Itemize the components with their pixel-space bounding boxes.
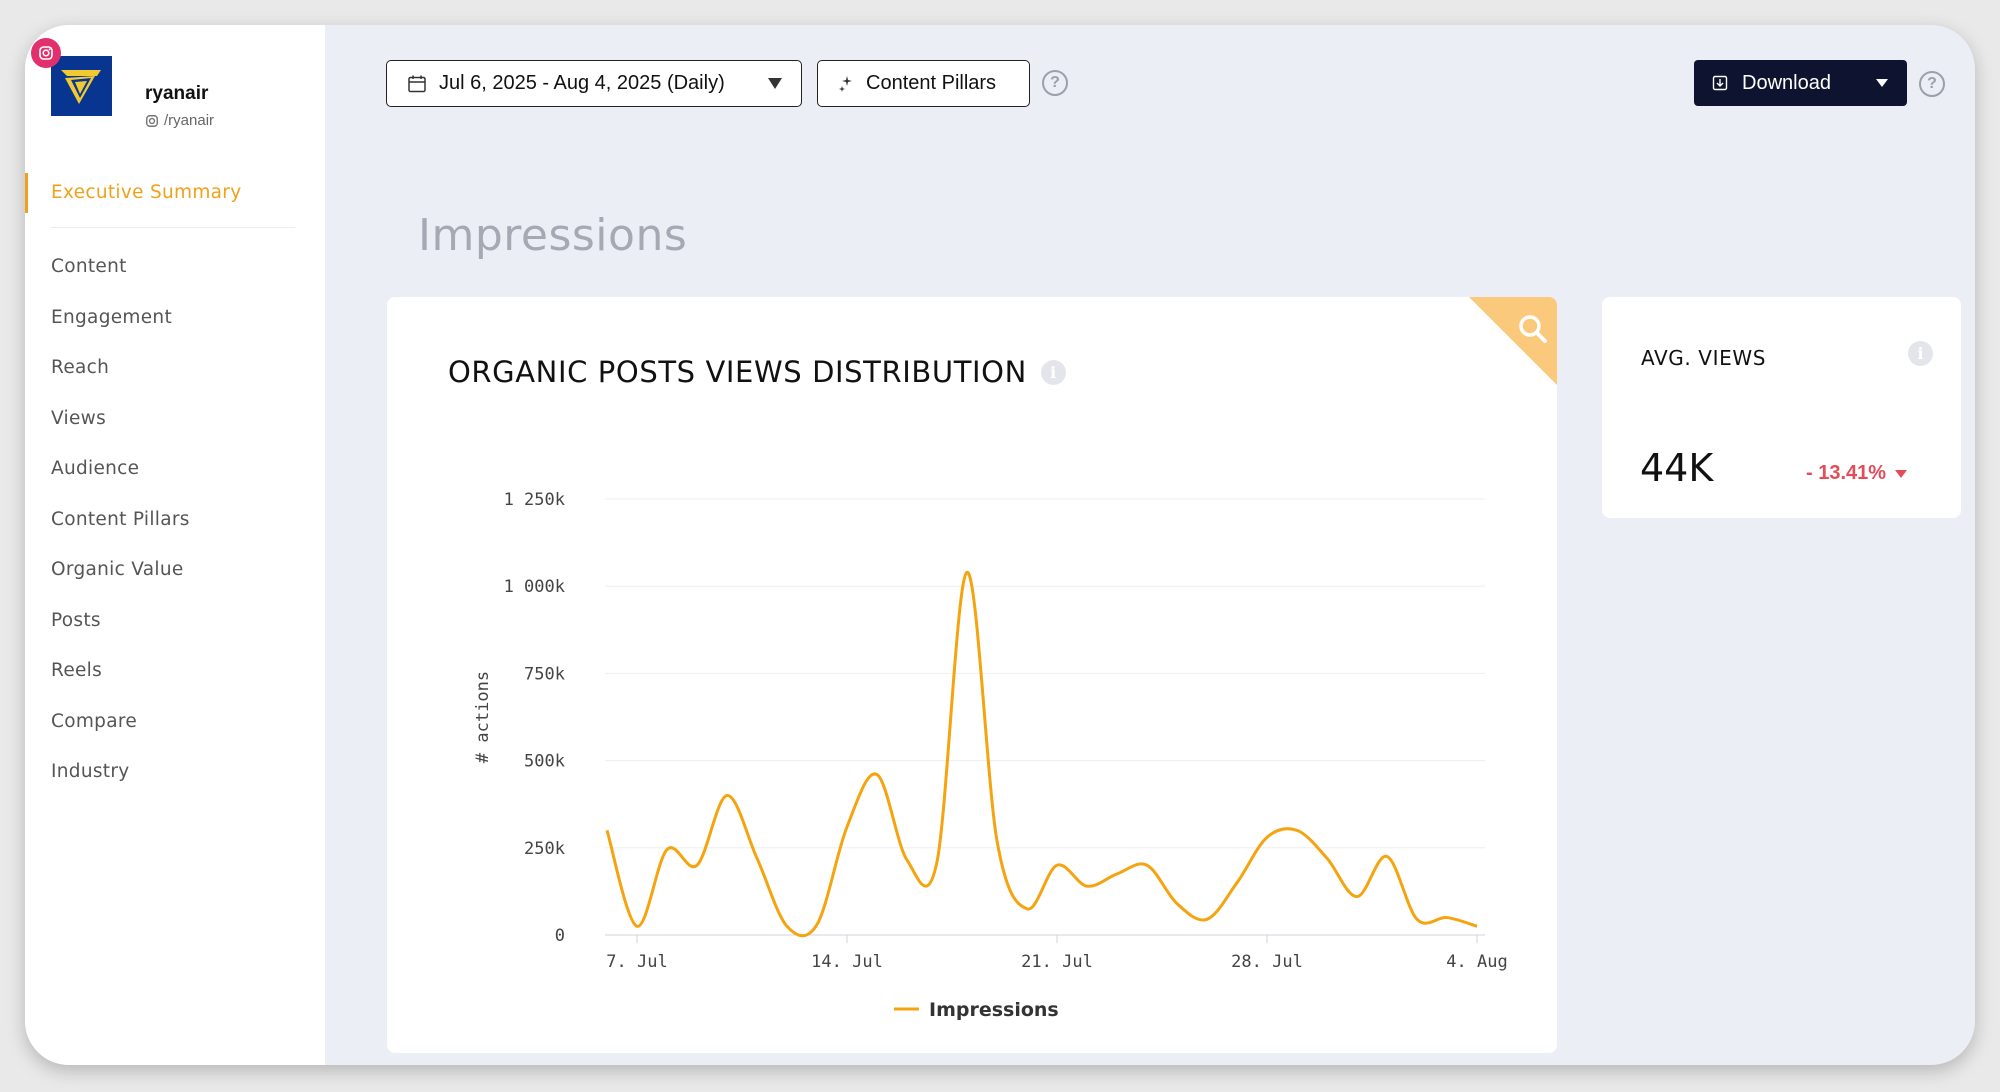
y-tick-label: 1 250k bbox=[504, 490, 565, 510]
sidebar-item-content[interactable]: Content bbox=[51, 256, 127, 277]
data-point bbox=[1445, 916, 1449, 920]
date-range-picker[interactable]: Jul 6, 2025 - Aug 4, 2025 (Daily) bbox=[386, 60, 802, 107]
y-tick-label: 500k bbox=[524, 752, 565, 772]
sidebar-item-content-pillars[interactable]: Content Pillars bbox=[51, 508, 190, 530]
instagram-icon bbox=[146, 114, 158, 127]
y-axis-title: # actions bbox=[473, 671, 493, 763]
data-point bbox=[785, 924, 789, 928]
content-pillars-button[interactable]: Content Pillars bbox=[817, 60, 1030, 107]
data-point bbox=[1385, 855, 1389, 859]
data-point bbox=[1055, 863, 1059, 867]
sidebar-item-reach[interactable]: Reach bbox=[51, 357, 110, 378]
data-point bbox=[1085, 884, 1089, 888]
data-point bbox=[665, 848, 669, 852]
avg-views-change-text: - 13.41% bbox=[1806, 462, 1887, 484]
data-point bbox=[965, 570, 969, 574]
avg-views-title: AVG. VIEWS bbox=[1641, 346, 1766, 370]
data-point bbox=[1355, 895, 1359, 899]
x-tick-label: 4. Aug bbox=[1446, 952, 1507, 972]
brand-logo bbox=[51, 56, 112, 116]
x-tick-label: 7. Jul bbox=[606, 952, 667, 972]
data-point bbox=[695, 863, 699, 867]
data-point bbox=[875, 773, 879, 777]
series-line-impressions bbox=[605, 570, 1478, 938]
chart-title: ORGANIC POSTS VIEWS DISTRIBUTION i bbox=[448, 355, 1066, 389]
x-tick-label: 14. Jul bbox=[811, 952, 883, 972]
data-point bbox=[635, 924, 639, 928]
help-icon[interactable]: ? bbox=[1919, 71, 1945, 97]
x-tick-label: 21. Jul bbox=[1021, 952, 1093, 972]
data-point bbox=[1145, 863, 1149, 867]
profile-name: ryanair bbox=[145, 83, 209, 104]
avg-views-value: 44K bbox=[1640, 446, 1714, 490]
data-point bbox=[905, 858, 909, 862]
top-toolbar: Jul 6, 2025 - Aug 4, 2025 (Daily) Conten… bbox=[325, 25, 1975, 145]
sidebar-nav: Executive Summary Content Engagement Rea… bbox=[25, 173, 325, 798]
download-button[interactable]: Download bbox=[1694, 60, 1907, 106]
data-point bbox=[1235, 881, 1239, 885]
sidebar-item-compare[interactable]: Compare bbox=[51, 710, 138, 732]
sidebar-item-audience[interactable]: Audience bbox=[51, 458, 140, 479]
data-point bbox=[1475, 924, 1479, 928]
profile-header[interactable]: ryanair /ryanair bbox=[31, 38, 311, 129]
download-icon bbox=[1712, 75, 1728, 91]
chart-title-text: ORGANIC POSTS VIEWS DISTRIBUTION bbox=[448, 355, 1027, 389]
info-icon[interactable]: i bbox=[1908, 341, 1933, 366]
data-point bbox=[1175, 902, 1179, 906]
info-icon[interactable]: i bbox=[1040, 359, 1066, 385]
data-point bbox=[725, 793, 729, 797]
calendar-icon bbox=[408, 75, 426, 92]
instagram-badge-icon bbox=[31, 38, 61, 68]
sidebar-item-organic-value[interactable]: Organic Value bbox=[51, 559, 184, 580]
date-range-text: Jul 6, 2025 - Aug 4, 2025 (Daily) bbox=[439, 72, 725, 94]
caret-down-icon bbox=[768, 78, 782, 89]
data-point bbox=[1295, 828, 1299, 832]
data-point bbox=[605, 828, 609, 832]
legend-label-impressions: Impressions bbox=[929, 999, 1059, 1021]
y-tick-label: 750k bbox=[524, 664, 565, 684]
views-distribution-chart: 0 250k 500k 750k 1 000k 1 250k 7. Jul 14. Jul 21… bbox=[473, 490, 1508, 1021]
data-point bbox=[1415, 917, 1419, 921]
avg-views-card: AVG. VIEWS i 44K - 13.41% bbox=[1602, 297, 1961, 518]
help-icon[interactable]: ? bbox=[1042, 70, 1068, 96]
x-tick-label: 28. Jul bbox=[1231, 952, 1303, 972]
data-point bbox=[935, 860, 939, 864]
profile-handle-text: /ryanair bbox=[164, 112, 215, 129]
data-point bbox=[1205, 917, 1209, 921]
sidebar-item-posts[interactable]: Posts bbox=[51, 609, 101, 631]
profile-handle: /ryanair bbox=[145, 112, 214, 129]
y-tick-label: 250k bbox=[524, 839, 565, 859]
data-point bbox=[755, 856, 759, 860]
page-title: Impressions bbox=[418, 210, 688, 261]
sidebar: ryanair /ryanair Executive Summary Conte… bbox=[25, 25, 325, 1065]
caret-down-icon[interactable] bbox=[1875, 78, 1889, 88]
app-window: ryanair /ryanair Executive Summary Conte… bbox=[25, 25, 1975, 1065]
data-point bbox=[845, 825, 849, 829]
data-point bbox=[1265, 835, 1269, 839]
sidebar-item-industry[interactable]: Industry bbox=[51, 761, 130, 782]
sidebar-item-reels[interactable]: Reels bbox=[51, 660, 103, 681]
sidebar-item-views[interactable]: Views bbox=[51, 407, 107, 429]
y-tick-label: 0 bbox=[555, 926, 565, 946]
data-point bbox=[1325, 856, 1329, 860]
data-point bbox=[815, 923, 819, 927]
sidebar-item-executive-summary[interactable]: Executive Summary bbox=[25, 173, 325, 213]
sidebar-item-engagement[interactable]: Engagement bbox=[51, 306, 173, 328]
data-point bbox=[1025, 907, 1029, 911]
views-distribution-card: 0 250k 500k 750k 1 000k 1 250k 7. Jul 14. Jul 21… bbox=[387, 297, 1557, 1053]
trend-down-icon bbox=[1895, 469, 1908, 478]
data-point bbox=[1115, 872, 1119, 876]
content-pillars-label: Content Pillars bbox=[866, 72, 997, 94]
avg-views-change: - 13.41% bbox=[1806, 462, 1908, 485]
search-icon[interactable] bbox=[1515, 311, 1551, 347]
sparkle-icon bbox=[839, 75, 852, 92]
data-point bbox=[995, 839, 999, 843]
nav-divider bbox=[51, 227, 295, 228]
y-tick-label: 1 000k bbox=[504, 577, 565, 597]
download-label: Download bbox=[1742, 71, 1831, 94]
